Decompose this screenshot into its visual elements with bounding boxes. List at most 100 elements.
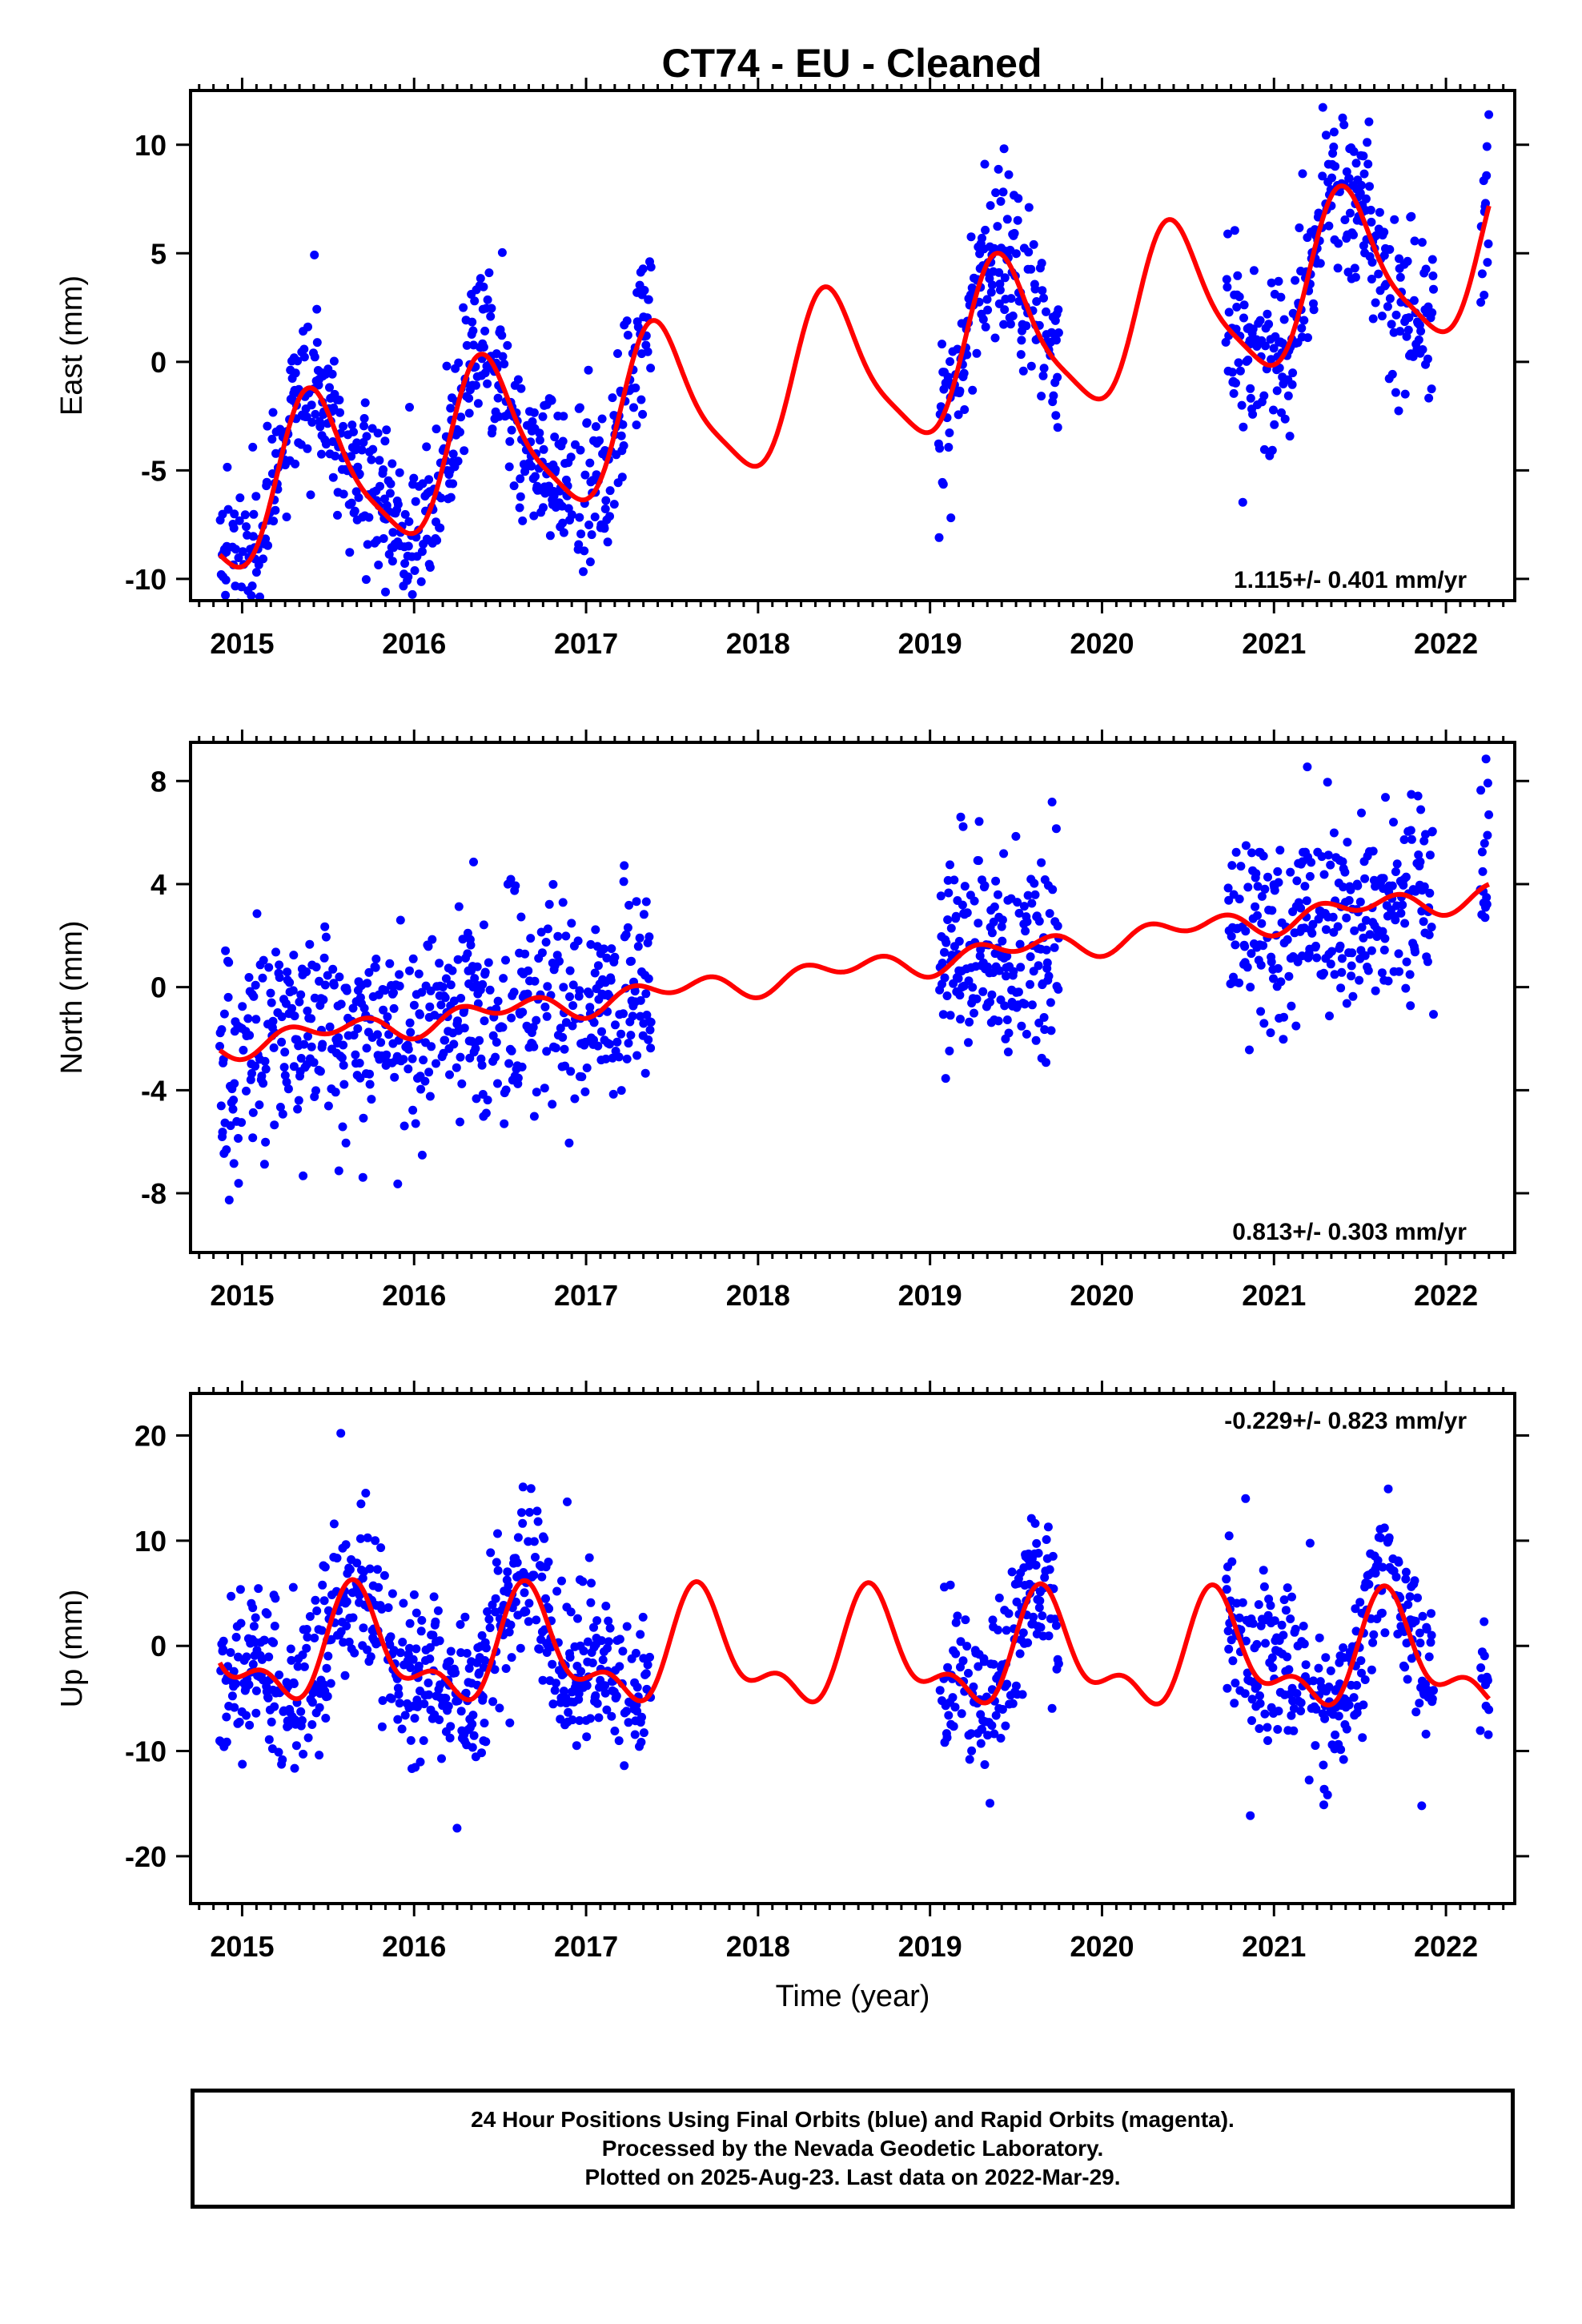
data-point (646, 364, 656, 373)
x-tick-label: 2022 (1414, 1279, 1478, 1312)
data-point (1298, 169, 1307, 179)
data-point (456, 1117, 464, 1127)
data-point (298, 1651, 307, 1659)
data-point (529, 511, 539, 521)
data-point (299, 1039, 309, 1049)
data-point (1344, 174, 1354, 183)
data-point (1037, 392, 1046, 401)
data-point (970, 1008, 978, 1018)
data-point (262, 477, 271, 487)
x-tick-label: 2019 (898, 627, 962, 660)
data-point (1020, 999, 1030, 1009)
data-point (641, 897, 651, 907)
data-point (1415, 1628, 1424, 1638)
data-point (1224, 895, 1234, 905)
data-point (530, 976, 540, 986)
data-point (1327, 173, 1336, 183)
data-point (406, 1027, 416, 1037)
data-point (319, 953, 329, 963)
data-point (487, 304, 496, 313)
data-point (1263, 1736, 1272, 1745)
data-point (257, 1072, 267, 1081)
data-point (544, 899, 554, 909)
data-point (480, 1016, 489, 1026)
data-point (1483, 258, 1492, 267)
data-point (595, 436, 604, 445)
data-point (1054, 984, 1063, 994)
data-point (311, 963, 321, 972)
data-point (1023, 1638, 1033, 1647)
data-point (231, 545, 240, 554)
data-point (644, 1035, 653, 1044)
data-point (1224, 308, 1234, 317)
data-point (1043, 1522, 1053, 1532)
data-point (1364, 117, 1374, 127)
data-point (400, 1121, 409, 1131)
data-point (448, 449, 458, 459)
data-point (320, 922, 330, 931)
data-point (991, 1711, 1001, 1720)
data-point (453, 456, 463, 466)
data-point (524, 1617, 533, 1626)
data-point (994, 1016, 1003, 1026)
data-point (399, 1055, 408, 1064)
data-point (974, 817, 984, 826)
data-point (990, 1729, 999, 1739)
data-point (479, 920, 488, 930)
data-point (473, 399, 483, 408)
data-point (397, 1724, 407, 1734)
data-point (1026, 979, 1034, 989)
data-point (566, 452, 576, 462)
data-point (385, 489, 395, 498)
data-point (480, 326, 490, 336)
data-point (356, 1499, 366, 1509)
data-point (237, 1118, 247, 1128)
data-point (293, 1662, 303, 1671)
data-point (1427, 308, 1437, 317)
data-point (1359, 933, 1368, 943)
data-point (584, 989, 594, 999)
data-point (231, 1632, 241, 1642)
data-point (408, 589, 417, 599)
data-point (1222, 1574, 1231, 1584)
data-point (623, 331, 632, 340)
rate-label-north: 0.813+/- 0.303 mm/yr (1232, 1219, 1467, 1245)
data-point (1279, 1630, 1288, 1640)
data-point (619, 441, 628, 450)
data-point (1246, 1811, 1255, 1820)
data-point (513, 1073, 523, 1083)
data-point (251, 492, 261, 501)
data-point (1051, 1621, 1061, 1630)
data-point (239, 1045, 248, 1055)
data-point (358, 1574, 367, 1583)
data-point (1047, 1703, 1057, 1713)
data-point (458, 935, 468, 944)
data-point (493, 996, 503, 1006)
data-point (1260, 1709, 1270, 1719)
data-point (1053, 921, 1062, 931)
data-point (349, 1031, 359, 1040)
footer-line-1: 24 Hour Positions Using Final Orbits (bl… (471, 2107, 1235, 2132)
data-point (275, 960, 284, 970)
data-point (500, 360, 509, 368)
data-point (1390, 215, 1399, 224)
data-point (1427, 923, 1436, 932)
data-point (331, 1088, 340, 1097)
data-point (406, 1735, 416, 1745)
data-point (624, 1718, 633, 1727)
data-point (644, 295, 653, 304)
data-point (1279, 1595, 1289, 1605)
data-point (1235, 366, 1245, 376)
data-point (980, 159, 990, 169)
data-point (994, 299, 1004, 308)
data-point (1275, 846, 1285, 855)
data-point (296, 990, 306, 999)
data-point (307, 1698, 317, 1707)
data-point (480, 368, 490, 378)
data-point (936, 402, 946, 412)
data-point (998, 1705, 1007, 1714)
data-point (329, 356, 339, 366)
data-point (991, 876, 1001, 886)
data-point (337, 1053, 347, 1063)
data-point (480, 1719, 489, 1728)
